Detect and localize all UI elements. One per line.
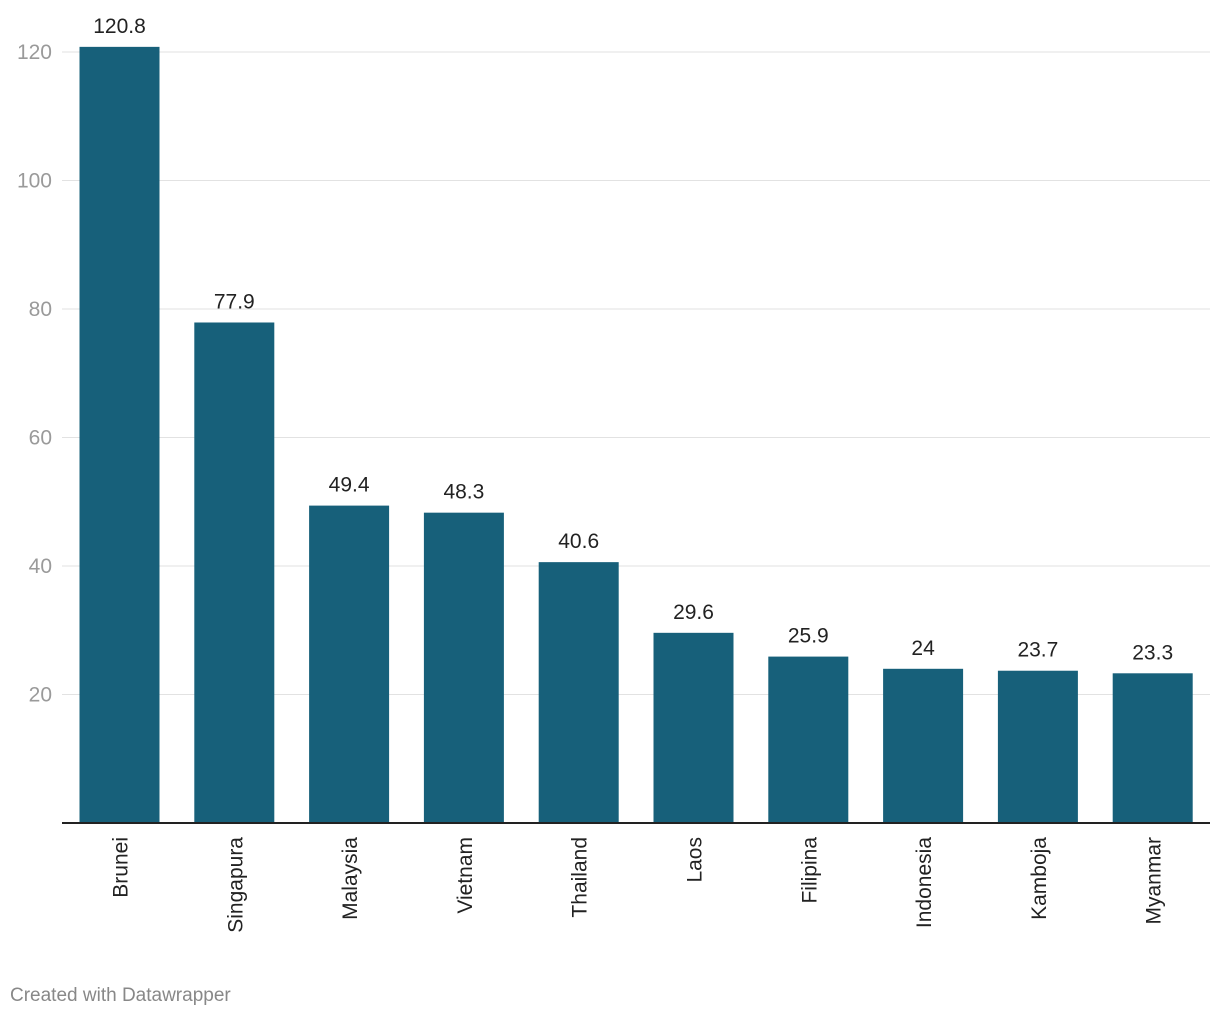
bar-indonesia <box>883 668 964 823</box>
bar-vietnam <box>423 512 504 823</box>
bar-filipina <box>768 656 849 823</box>
footer-credit: Created with Datawrapper <box>10 985 231 1006</box>
value-label: 24 <box>911 637 935 660</box>
y-tick-label: 120 <box>17 41 52 64</box>
bar-laos <box>653 632 734 823</box>
bars <box>79 46 1193 824</box>
x-tick-label: Myanmar <box>1143 837 1166 925</box>
y-tick-label: 100 <box>17 170 52 193</box>
x-tick-label: Laos <box>684 837 707 883</box>
x-tick-label: Indonesia <box>913 837 936 928</box>
value-label: 40.6 <box>558 530 599 553</box>
value-label: 23.3 <box>1132 641 1173 664</box>
value-label: 49.4 <box>329 474 370 497</box>
x-tick-label: Thailand <box>569 837 592 918</box>
x-tick-label: Kamboja <box>1028 837 1051 920</box>
y-tick-label: 40 <box>29 555 52 578</box>
value-label: 120.8 <box>93 15 146 38</box>
y-tick-label: 20 <box>29 684 52 707</box>
x-tick-label: Malaysia <box>339 837 362 920</box>
bar-brunei <box>79 46 160 824</box>
value-label: 29.6 <box>673 601 714 624</box>
value-labels: 120.8 77.9 49.4 48.3 40.6 29.6 25.9 24 23.7 23.3 <box>93 15 1173 664</box>
value-label: 48.3 <box>443 481 484 504</box>
bar-myanmar <box>1112 673 1193 823</box>
bar-thailand <box>538 562 619 823</box>
y-axis-ticks: 20 40 60 80 100 120 <box>17 41 52 707</box>
y-tick-label: 80 <box>29 298 52 321</box>
value-label: 23.7 <box>1017 639 1058 662</box>
value-label: 25.9 <box>788 625 829 648</box>
x-tick-label: Filipina <box>798 837 821 904</box>
y-tick-label: 60 <box>29 427 52 450</box>
bar-chart: 20 40 60 80 100 120 120.8 77.9 49.4 48.3 40.6 29.6… <box>17 15 1210 933</box>
x-tick-label: Vietnam <box>454 837 477 914</box>
x-tick-label: Singapura <box>224 837 247 933</box>
x-tick-label: Brunei <box>110 837 133 898</box>
value-label: 77.9 <box>214 290 255 313</box>
x-axis-labels: Brunei Singapura Malaysia Vietnam Thailand La… <box>110 837 1166 933</box>
bar-kamboja <box>997 670 1078 823</box>
bar-malaysia <box>309 505 390 823</box>
bar-singapura <box>194 322 275 823</box>
